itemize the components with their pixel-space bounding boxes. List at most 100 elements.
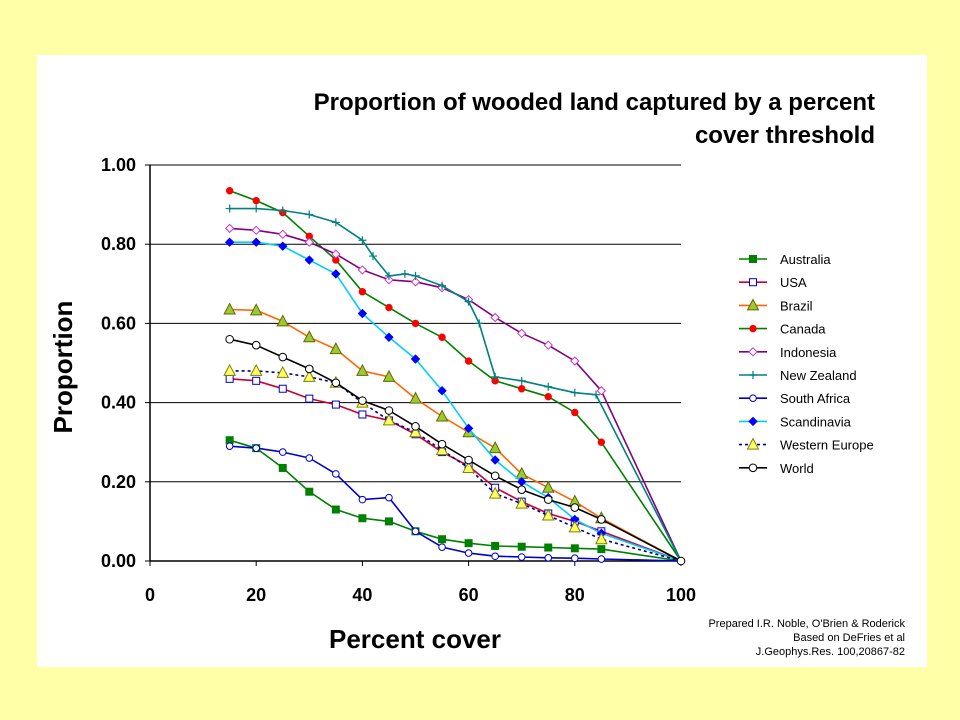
legend-marker-scandinavia [748,416,758,427]
series-line-south-africa [229,445,682,562]
point-canada-5 [358,288,367,296]
point-world-14 [597,515,606,524]
legend-item-canada: Canada [739,322,826,337]
legend-item-indonesia: Indonesia [739,345,837,360]
point-canada-12 [544,392,552,401]
y-axis-label: Proportion [48,301,78,434]
legend-label-scandinavia: Scandinavia [780,414,852,429]
series-world [225,334,686,566]
point-australia-3 [305,487,314,496]
legend-label-western-europe: Western Europe [780,438,874,453]
point-indonesia-7 [410,277,421,287]
series-line-brazil [229,308,682,562]
point-south-africa-13 [571,554,579,563]
series-indonesia [224,223,682,562]
point-new-zealand-16 [570,388,579,397]
legend-item-western-europe: Western Europe [739,437,874,453]
point-western-europe-2 [276,365,290,378]
point-brazil-1 [249,303,263,316]
point-south-africa-7 [411,527,420,536]
point-new-zealand-11 [464,297,473,306]
point-western-europe-13 [568,520,582,533]
point-canada-13 [571,408,579,417]
series-western-europe [223,363,682,562]
point-australia-10 [491,541,500,550]
point-scandinavia-10 [490,455,500,465]
chart-area [37,55,927,667]
point-new-zealand-4 [331,218,340,227]
legend-item-usa: USA [739,275,807,290]
point-world-12 [543,495,553,504]
point-south-africa-6 [385,493,393,502]
point-western-europe-8 [435,443,449,456]
series-line-australia [229,439,682,562]
y-tick-label-5: 1.00 [101,155,136,175]
x-tick-label-0: 0 [145,585,155,605]
series-line-indonesia [229,227,682,562]
point-new-zealand-17 [592,390,601,399]
point-australia-11 [517,542,526,551]
point-australia-2 [278,463,287,472]
credit-line-3: J.Geophys.Res. 100,20867-82 [756,646,905,658]
point-usa-5 [358,410,367,419]
y-tick-label-0: 0.00 [101,551,136,571]
series-line-western-europe [229,370,682,562]
axes [145,164,682,566]
point-new-zealand-13 [491,372,500,381]
y-tick-label-3: 0.60 [101,313,136,333]
point-australia-6 [384,517,393,526]
point-world-4 [331,378,341,388]
point-brazil-0 [223,302,236,315]
x-tick-label-3: 60 [459,585,479,605]
point-south-africa-8 [438,543,446,551]
point-world-9 [464,455,473,465]
point-scandinavia-5 [357,308,368,319]
point-new-zealand-0 [225,204,234,213]
legend-label-south-africa: South Africa [780,391,851,406]
legend-label-indonesia: Indonesia [780,345,837,360]
series-line-usa [229,378,682,562]
point-new-zealand-7 [384,271,393,280]
point-new-zealand-10 [438,281,447,290]
point-scandinavia-9 [463,423,474,434]
legend-marker-australia [749,255,757,263]
x-axis-label: Percent cover [329,624,501,654]
series-line-canada [229,189,682,562]
point-canada-11 [518,385,526,393]
point-world-11 [517,485,527,495]
point-world-8 [437,439,447,449]
point-western-europe-6 [382,413,396,426]
point-canada-14 [597,438,606,446]
legend-marker-usa [749,278,757,287]
legend-item-south-africa: South Africa [739,391,851,406]
y-tick-label-4: 0.80 [101,234,136,254]
point-indonesia-0 [224,223,235,234]
legend-item-world: World [739,461,814,476]
x-tick-label-1: 20 [246,585,266,605]
legend-item-brazil: Brazil [739,298,813,313]
legend-item-new-zealand: New Zealand [739,368,857,383]
legend-label-usa: USA [780,275,807,290]
point-brazil-7 [409,391,422,404]
point-scandinavia-6 [384,332,394,342]
legend-marker-new-zealand [749,371,757,379]
point-western-europe-10 [488,486,502,499]
legend-item-australia: Australia [739,252,831,267]
point-western-europe-11 [515,496,529,509]
point-indonesia-3 [304,237,315,247]
point-indonesia-11 [516,328,527,339]
point-new-zealand-12 [475,319,484,328]
point-scandinavia-8 [437,386,447,396]
point-new-zealand-5 [358,236,367,245]
series-layer [223,187,686,566]
point-indonesia-5 [357,265,368,275]
credit-line-2: Based on DeFries et al [793,632,905,644]
point-western-europe-3 [302,369,316,382]
point-australia-8 [438,535,447,544]
point-western-europe-9 [462,460,475,473]
point-australia-12 [544,543,553,552]
point-indonesia-14 [596,386,607,396]
point-western-europe-7 [409,425,422,438]
point-usa-0 [225,374,234,383]
point-western-europe-0 [223,363,236,376]
